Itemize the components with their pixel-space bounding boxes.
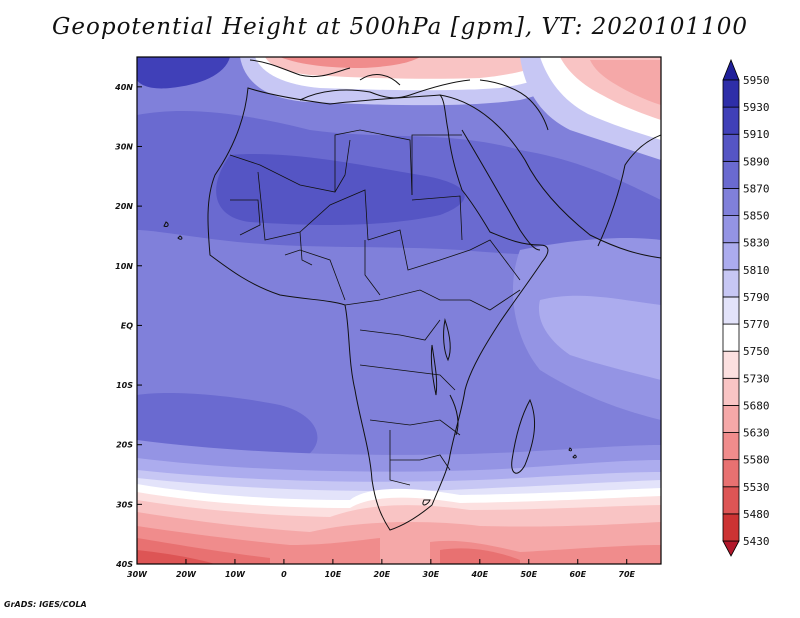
- colorbar-max-triangle: [722, 58, 740, 81]
- colorbar-box: [722, 377, 740, 406]
- colorbar-box: [722, 215, 740, 244]
- colorbar-box: [722, 242, 740, 271]
- colorbar-box: [722, 459, 740, 488]
- x-tick-label: 40E: [470, 570, 488, 579]
- y-tick-label: 20S: [116, 441, 133, 450]
- colorbar-label: 5870: [743, 182, 770, 195]
- colorbar-label: 5890: [743, 155, 770, 168]
- country-borders: [229, 129, 521, 486]
- colorbar: 5430 5480 5530 5580 5630 5680 5730 5750 5770 5790…: [722, 58, 770, 557]
- colorbar-label: 5950: [743, 74, 770, 87]
- colorbar-label: 5930: [743, 101, 770, 114]
- colorbar-box: [722, 106, 740, 135]
- y-tick-label: 10S: [116, 381, 133, 390]
- y-tick-label: 40S: [115, 560, 133, 569]
- colorbar-box: [722, 188, 740, 216]
- plot-area: [137, 57, 661, 564]
- colorbar-box: [722, 296, 740, 325]
- colorbar-label: 5850: [743, 210, 770, 223]
- y-tick-label: 20N: [115, 202, 133, 211]
- x-tick-label: 60E: [569, 570, 586, 579]
- y-axis: 40S 30S 20S 10S EQ 10N 20N 30N 40N: [114, 83, 142, 569]
- colorbar-box: [722, 323, 740, 352]
- colorbar-label: 5730: [743, 372, 770, 385]
- colorbar-label: 5790: [743, 291, 770, 304]
- x-tick-label: 10E: [325, 570, 342, 579]
- colorbar-box: [722, 513, 740, 542]
- field-ne-red: [590, 60, 661, 105]
- x-tick-label: 30W: [127, 570, 148, 579]
- field-med-red: [280, 57, 420, 68]
- y-tick-label: 40N: [114, 83, 133, 92]
- colorbar-label: 5580: [743, 454, 770, 467]
- colorbar-label: 5810: [743, 264, 770, 277]
- y-tick-label: 30N: [115, 142, 133, 151]
- colorbar-label: 5430: [743, 535, 770, 548]
- field-east-lighter: [538, 295, 661, 380]
- credit-label: GrADS: IGES/COLA: [4, 600, 87, 609]
- field-s-red3: [137, 550, 215, 564]
- colorbar-label: 5630: [743, 427, 770, 440]
- chart-title: Geopotential Height at 500hPa [gpm], VT:…: [52, 14, 748, 40]
- x-tick-label: 20E: [374, 570, 391, 579]
- colorbar-box: [722, 432, 740, 461]
- field-nw-core: [137, 57, 230, 89]
- colorbar-box: [722, 350, 740, 379]
- field-s-red2b: [440, 548, 520, 564]
- x-tick-label: 30E: [423, 570, 440, 579]
- colorbar-box: [722, 269, 740, 298]
- x-tick-label: 10W: [225, 570, 246, 579]
- y-tick-label: 30S: [116, 500, 133, 509]
- x-tick-label: 0: [281, 570, 287, 579]
- x-axis: 30W 20W 10W 0 10E 20E 30E 40E 50E 60E 70E: [127, 559, 636, 579]
- colorbar-label: 5830: [743, 237, 770, 250]
- x-tick-label: 70E: [618, 570, 635, 579]
- colorbar-box: [722, 486, 740, 515]
- colorbar-label: 5750: [743, 345, 770, 358]
- x-tick-label: 50E: [520, 570, 537, 579]
- plot-frame: [136, 56, 662, 565]
- colorbar-min-triangle: [722, 540, 740, 557]
- coastlines: [163, 59, 661, 531]
- colorbar-box: [722, 160, 740, 189]
- colorbar-label: 5530: [743, 481, 770, 494]
- colorbar-label: 5480: [743, 508, 770, 521]
- colorbar-label: 5770: [743, 318, 770, 331]
- field-north-core: [216, 154, 465, 226]
- colorbar-label: 5680: [743, 399, 770, 412]
- y-tick-label: EQ: [121, 321, 133, 330]
- colorbar-box: [722, 133, 740, 162]
- x-tick-label: 20W: [176, 570, 197, 579]
- colorbar-label: 5910: [743, 128, 770, 141]
- y-tick-label: 10N: [115, 262, 133, 271]
- colorbar-box: [722, 405, 740, 433]
- colorbar-box: [722, 79, 740, 108]
